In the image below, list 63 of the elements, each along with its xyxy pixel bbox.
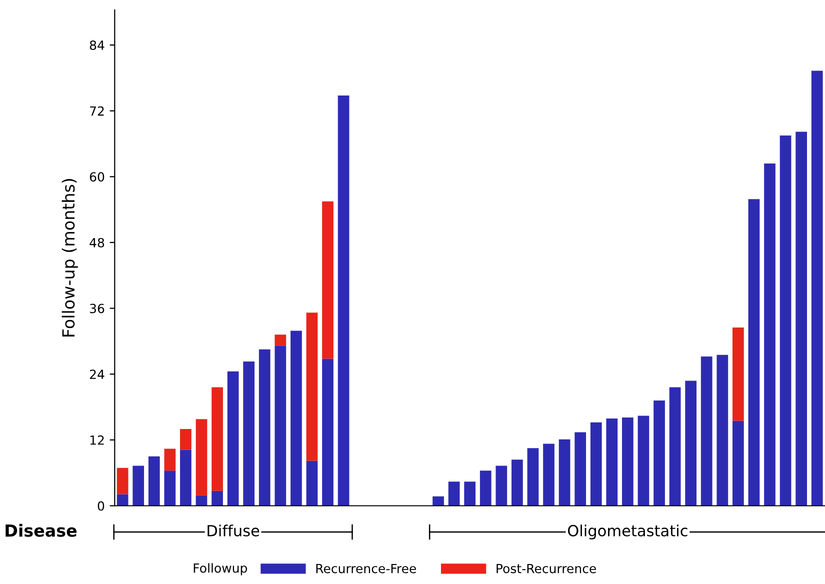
bar <box>164 470 176 506</box>
bar <box>480 470 492 506</box>
bar <box>512 460 523 506</box>
bar <box>322 201 334 359</box>
bar <box>732 420 744 506</box>
bar <box>432 496 444 506</box>
bar <box>290 330 302 506</box>
bar <box>132 466 144 506</box>
bar <box>227 371 239 506</box>
x-axis-title: Disease <box>6 524 77 537</box>
bar <box>700 356 712 506</box>
y-tick-label: 84 <box>90 40 104 50</box>
bar <box>116 494 128 506</box>
bar <box>116 468 128 494</box>
bar <box>274 334 286 346</box>
bar <box>590 422 602 506</box>
bar <box>685 380 697 506</box>
bar <box>180 450 192 506</box>
bar <box>543 444 554 506</box>
bar <box>654 400 665 506</box>
text: Diffuse <box>208 524 260 536</box>
bar <box>464 482 476 506</box>
legend-label: Post-Recurrence <box>496 564 596 574</box>
bar <box>274 346 286 506</box>
bar <box>148 456 160 506</box>
y-tick-label: 60 <box>90 172 104 182</box>
y-tick-label: 36 <box>90 304 104 314</box>
bar <box>212 490 223 506</box>
y-tick-label: 48 <box>90 238 104 248</box>
bar <box>496 466 508 506</box>
bar <box>716 354 728 506</box>
bar <box>243 361 255 506</box>
y-tick-label: 12 <box>90 435 104 445</box>
y-axis-title: Follow-up (months) <box>62 179 78 336</box>
bar <box>811 70 823 506</box>
bar <box>322 358 334 506</box>
bar <box>796 132 808 506</box>
bar <box>306 460 318 506</box>
bar <box>180 428 192 450</box>
bar <box>669 387 681 506</box>
bar <box>338 95 350 506</box>
bar <box>638 416 650 506</box>
bar <box>196 419 208 496</box>
bar <box>164 448 176 471</box>
bar <box>574 432 586 506</box>
y-tick-label: 0 <box>98 501 104 511</box>
y-tick-label: 24 <box>90 370 104 379</box>
bar <box>622 417 634 506</box>
bar <box>258 349 270 506</box>
y-tick-label: 72 <box>90 106 104 116</box>
bar <box>780 136 792 506</box>
legend-title: Followup <box>194 563 248 576</box>
bar <box>764 164 776 506</box>
bar <box>732 327 744 421</box>
bar <box>527 448 539 506</box>
bar <box>558 439 570 506</box>
bar <box>212 387 223 491</box>
bar <box>448 482 460 506</box>
legend-label: Recurrence-Free <box>316 564 416 574</box>
text: Oligometastatic <box>568 524 688 540</box>
bar <box>606 418 618 506</box>
bar <box>748 199 760 506</box>
bar <box>306 312 318 461</box>
